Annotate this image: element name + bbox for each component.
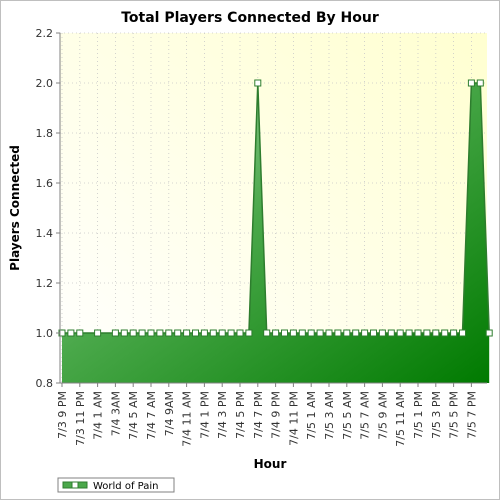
- x-tick-label: 7/4 1 PM: [198, 391, 211, 439]
- y-tick-label: 1.4: [36, 227, 54, 240]
- data-point: [156, 329, 164, 337]
- data-point: [316, 329, 324, 337]
- x-tick-label: 7/4 3AM: [109, 391, 122, 436]
- y-axis-ticks: 0.8 1.0 1.2 1.4 1.6 1.8 2.0 2.2: [36, 27, 60, 390]
- data-point: [370, 329, 377, 337]
- x-tick-label: 7/4 1 AM: [92, 391, 105, 440]
- x-tick-label: 7/3 11 PM: [74, 391, 87, 446]
- data-point: [343, 329, 351, 337]
- x-tick-label: 7/3 9 PM: [56, 391, 69, 439]
- x-tick-label: 7/4 11 AM: [181, 391, 194, 447]
- data-point: [218, 329, 226, 337]
- x-tick-label: 7/5 3 AM: [323, 391, 336, 440]
- x-tick-label: 7/5 1 PM: [412, 391, 425, 439]
- legend-label: World of Pain: [93, 481, 158, 492]
- data-point: [467, 79, 475, 87]
- x-tick-label: 7/5 1 AM: [305, 391, 318, 440]
- data-point: [325, 329, 333, 337]
- x-axis-label: Hour: [254, 457, 287, 471]
- x-tick-label: 7/4 11 PM: [287, 391, 300, 446]
- x-tick-label: 7/5 5 AM: [341, 391, 354, 440]
- plot-background: [60, 33, 487, 383]
- x-tick-label: 7/4 5 PM: [234, 391, 247, 439]
- data-point: [450, 329, 458, 337]
- series-area: [62, 83, 490, 383]
- data-point: [192, 329, 199, 337]
- data-point: [272, 329, 280, 337]
- data-point: [361, 329, 369, 337]
- data-point: [245, 329, 253, 337]
- data-point: [120, 329, 128, 337]
- data-point: [209, 329, 217, 337]
- data-point: [111, 329, 119, 337]
- data-point: [289, 329, 297, 337]
- data-point: [129, 329, 137, 337]
- x-axis-ticks: 7/3 9 PM 7/3 11 PM 7/4 1 AM 7/4 3AM 7/4 5 AM…: [56, 383, 478, 447]
- data-point: [227, 329, 235, 337]
- data-point: [441, 329, 449, 337]
- data-point: [236, 329, 244, 337]
- y-tick-label: 2.0: [36, 77, 54, 90]
- data-point: [387, 329, 395, 337]
- data-point: [352, 329, 360, 337]
- x-tick-label: 7/4 3 PM: [216, 391, 229, 439]
- data-point: [147, 329, 155, 337]
- data-point: [307, 329, 315, 337]
- x-tick-label: 7/5 3 PM: [430, 391, 443, 439]
- data-point: [254, 79, 262, 87]
- y-axis-label: Players Connected: [8, 145, 22, 271]
- data-point: [459, 329, 466, 337]
- x-tick-label: 7/5 5 PM: [448, 391, 461, 439]
- data-point: [165, 329, 173, 337]
- x-tick-label: 7/4 9AM: [163, 391, 176, 436]
- y-tick-label: 1.0: [36, 327, 54, 340]
- data-point: [183, 329, 191, 337]
- chart-title: Total Players Connected By Hour: [121, 10, 379, 26]
- legend-marker-icon: [71, 481, 79, 489]
- data-point: [405, 329, 413, 337]
- y-tick-label: 1.8: [36, 127, 54, 140]
- data-point: [423, 329, 431, 337]
- plot-area: [58, 32, 493, 384]
- data-point: [298, 329, 306, 337]
- data-point: [334, 329, 342, 337]
- data-point: [174, 329, 182, 337]
- y-tick-label: 0.8: [36, 377, 54, 390]
- data-point: [263, 329, 271, 337]
- data-point: [281, 329, 288, 337]
- data-point: [432, 329, 440, 337]
- x-tick-label: 7/4 7 AM: [145, 391, 158, 440]
- data-point: [476, 79, 484, 87]
- data-point: [414, 329, 422, 337]
- y-tick-label: 1.6: [36, 177, 54, 190]
- data-point: [138, 329, 146, 337]
- y-tick-label: 1.2: [36, 277, 54, 290]
- data-point: [378, 329, 386, 337]
- x-tick-label: 7/5 7 PM: [465, 391, 478, 439]
- x-tick-label: 7/5 9 AM: [376, 391, 389, 440]
- data-point: [76, 329, 84, 337]
- y-tick-label: 2.2: [36, 27, 54, 40]
- data-point: [396, 329, 404, 337]
- x-tick-label: 7/4 9 PM: [270, 391, 283, 439]
- data-point: [485, 329, 493, 337]
- series-markers: [58, 79, 493, 337]
- data-point: [94, 329, 102, 337]
- data-point: [67, 329, 75, 337]
- x-tick-label: 7/4 5 AM: [127, 391, 140, 440]
- x-tick-label: 7/5 7 AM: [359, 391, 372, 440]
- data-point: [200, 329, 208, 337]
- legend: World of Pain: [57, 477, 175, 493]
- x-tick-label: 7/4 7 PM: [252, 391, 265, 439]
- x-tick-label: 7/5 11 AM: [394, 391, 407, 447]
